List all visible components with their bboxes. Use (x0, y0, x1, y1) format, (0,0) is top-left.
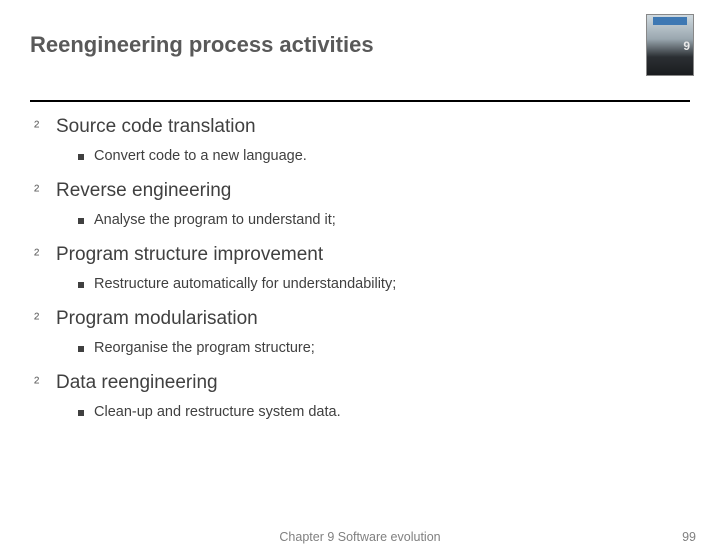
item-detail-row: Reorganise the program structure; (78, 340, 690, 356)
square-bullet-icon (78, 154, 84, 160)
item-detail: Clean-up and restructure system data. (94, 404, 341, 420)
slide: Reengineering process activities ² Sourc… (0, 0, 720, 540)
item-detail: Convert code to a new language. (94, 148, 307, 164)
item-heading-row: ² Program structure improvement (34, 244, 690, 266)
square-bullet-icon (78, 218, 84, 224)
item-detail-row: Clean-up and restructure system data. (78, 404, 690, 420)
list-item: ² Source code translation Convert code t… (34, 116, 690, 164)
list-item: ² Data reengineering Clean-up and restru… (34, 372, 690, 420)
square-bullet-icon (78, 410, 84, 416)
item-heading: Source code translation (56, 116, 256, 138)
square-bullet-icon (78, 282, 84, 288)
slide-header: Reengineering process activities (30, 24, 690, 94)
item-heading: Data reengineering (56, 372, 218, 394)
list-item: ² Reverse engineering Analyse the progra… (34, 180, 690, 228)
diamond-bullet-icon: ² (34, 247, 48, 265)
diamond-bullet-icon: ² (34, 375, 48, 393)
item-detail-row: Convert code to a new language. (78, 148, 690, 164)
item-heading: Program structure improvement (56, 244, 323, 266)
item-heading-row: ² Program modularisation (34, 308, 690, 330)
diamond-bullet-icon: ² (34, 183, 48, 201)
slide-title: Reengineering process activities (30, 24, 690, 58)
diamond-bullet-icon: ² (34, 311, 48, 329)
item-detail-row: Analyse the program to understand it; (78, 212, 690, 228)
item-heading-row: ² Source code translation (34, 116, 690, 138)
square-bullet-icon (78, 346, 84, 352)
item-detail: Analyse the program to understand it; (94, 212, 336, 228)
item-heading-row: ² Reverse engineering (34, 180, 690, 202)
list-item: ² Program modularisation Reorganise the … (34, 308, 690, 356)
list-item: ² Program structure improvement Restruct… (34, 244, 690, 292)
footer-chapter: Chapter 9 Software evolution (279, 530, 440, 544)
item-heading: Reverse engineering (56, 180, 231, 202)
diamond-bullet-icon: ² (34, 119, 48, 137)
item-detail: Restructure automatically for understand… (94, 276, 396, 292)
item-detail-row: Restructure automatically for understand… (78, 276, 690, 292)
book-cover-icon (646, 14, 694, 76)
item-detail: Reorganise the program structure; (94, 340, 315, 356)
item-heading-row: ² Data reengineering (34, 372, 690, 394)
content-list: ² Source code translation Convert code t… (30, 102, 690, 420)
footer-page-number: 99 (682, 530, 696, 544)
item-heading: Program modularisation (56, 308, 258, 330)
